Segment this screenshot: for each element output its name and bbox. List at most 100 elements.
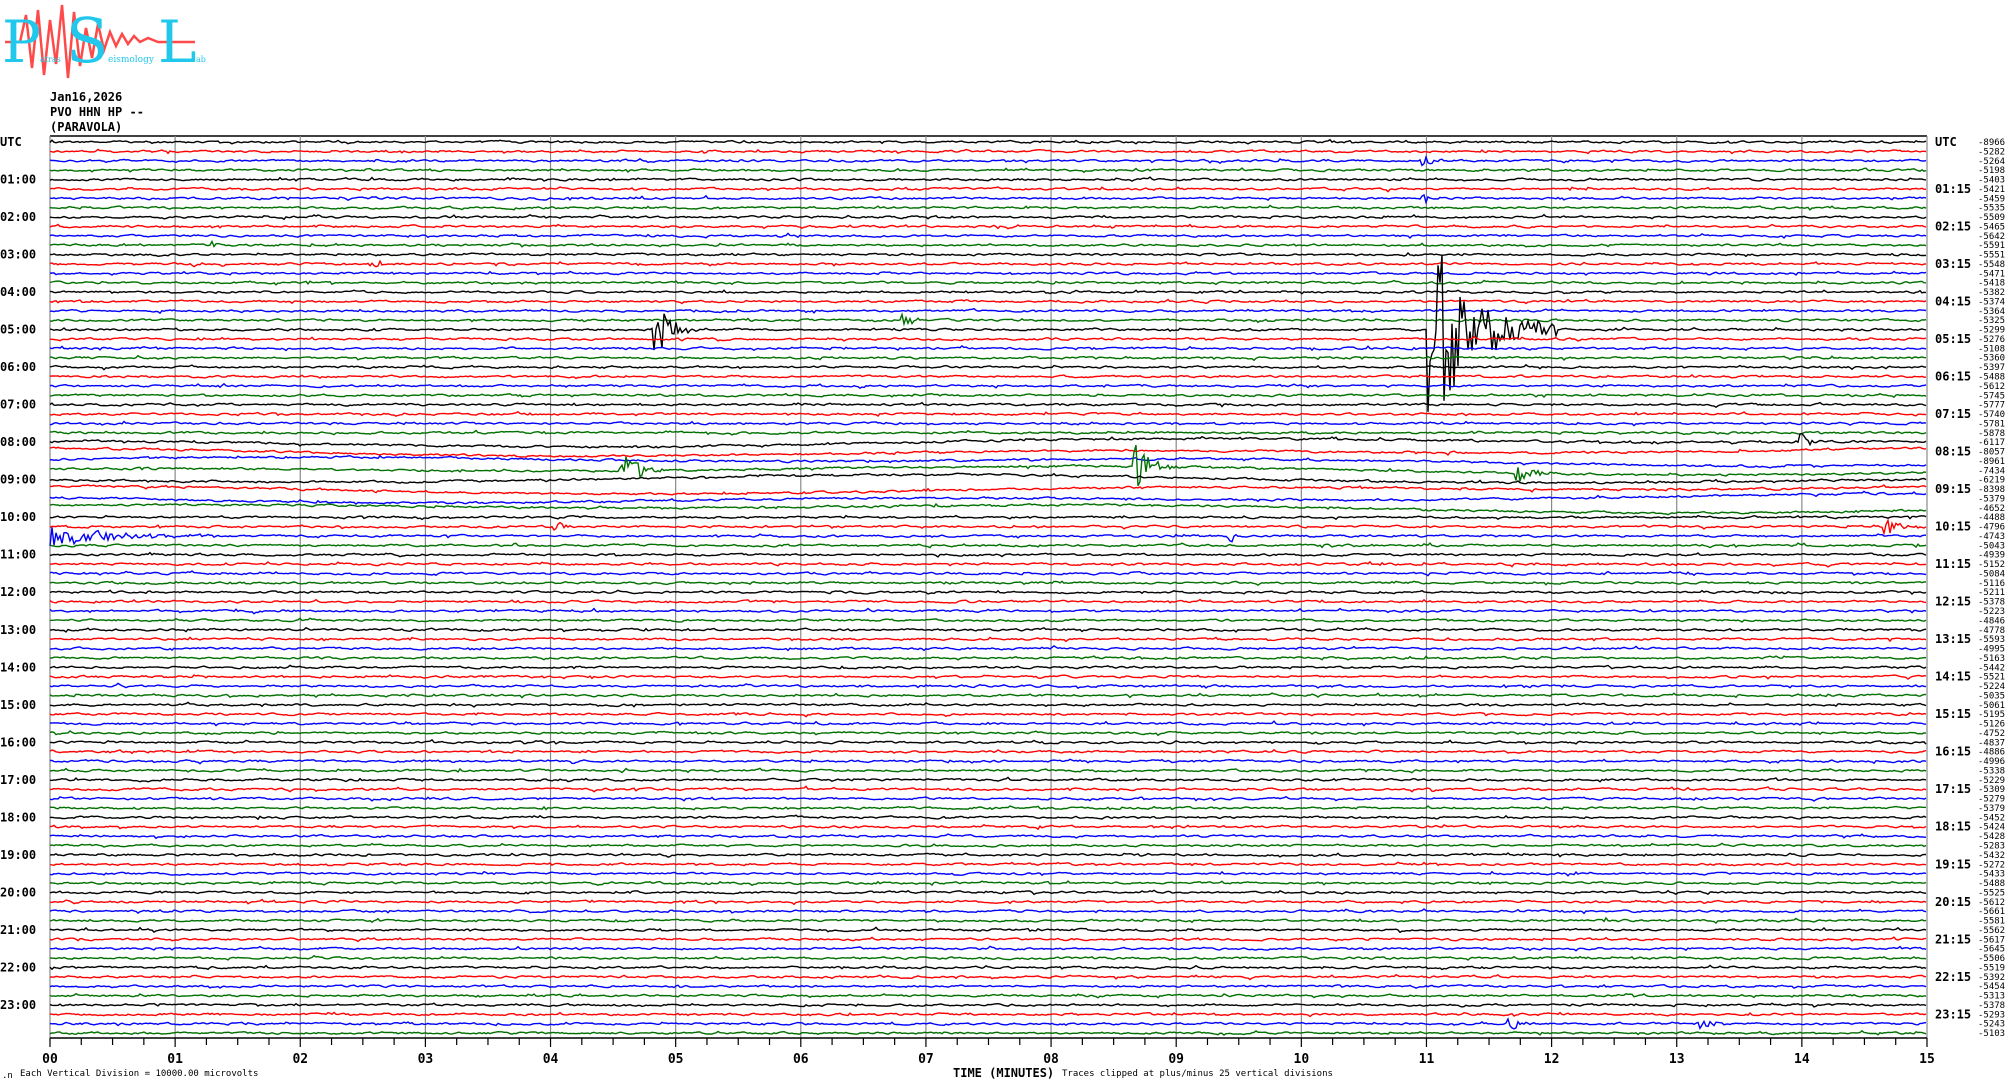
left-time-label: 19:00 [0, 848, 36, 862]
right-time-label: 14:15 [1935, 670, 1971, 684]
trace-offset-value: -8961 [1978, 457, 2005, 467]
logo-letter-l: L [158, 8, 197, 76]
trace-offset-value: -5243 [1978, 1020, 2005, 1030]
trace-offset-value: -5229 [1978, 776, 2005, 786]
trace-13 [49, 259, 1927, 268]
left-time-label: 01:00 [0, 173, 36, 187]
trace-offset-value: -5084 [1978, 569, 2005, 579]
trace-offset-value: -4995 [1978, 645, 2005, 655]
trace-58 [49, 682, 1927, 689]
trace-91 [49, 992, 1927, 999]
trace-34 [49, 454, 1927, 469]
trace-offset-value: -5152 [1978, 560, 2005, 570]
trace-86 [50, 945, 1927, 952]
right-time-label: 23:15 [1935, 1007, 1971, 1021]
trace-offset-value: -5488 [1978, 879, 2005, 889]
trace-12 [49, 251, 1927, 258]
trace-offset-value: -5645 [1978, 945, 2005, 955]
trace-offset-value: -5043 [1978, 541, 2005, 551]
trace-offset-value: -5116 [1978, 579, 2005, 589]
left-time-label: 04:00 [0, 285, 36, 299]
trace-2 [49, 154, 1927, 167]
trace-offset-value: -5471 [1978, 269, 2005, 279]
trace-63 [49, 730, 1927, 737]
trace-89 [49, 973, 1927, 981]
logo-letter-s: S [66, 4, 108, 77]
header-site: (PARAVOLA) [50, 120, 123, 134]
trace-9 [49, 223, 1927, 230]
x-tick-label: 09 [1168, 1052, 1184, 1067]
right-time-label: 21:15 [1935, 932, 1971, 946]
traces [49, 138, 1927, 1036]
footer-clip: Traces clipped at plus/minus 25 vertical… [1062, 1069, 1333, 1079]
right-time-label: 09:15 [1935, 482, 1971, 496]
trace-52 [49, 626, 1927, 633]
trace-55 [49, 655, 1927, 661]
trace-offset-value: -5061 [1978, 701, 2005, 711]
right-time-label: 01:15 [1935, 182, 1971, 196]
trace-offset-value: -5525 [1978, 888, 2005, 898]
trace-68 [49, 776, 1927, 783]
trace-19 [49, 311, 1927, 327]
right-time-label: 02:15 [1935, 219, 1971, 233]
trace-offset-value: -4652 [1978, 504, 2005, 514]
trace-38 [49, 490, 1927, 506]
x-tick-label: 06 [793, 1052, 809, 1067]
left-time-label: UTC [0, 135, 22, 149]
x-axis-label: TIME (MINUTES) [953, 1066, 1054, 1080]
trace-77 [49, 861, 1927, 867]
trace-60 [49, 701, 1927, 708]
left-time-label: 16:00 [0, 735, 36, 749]
trace-70 [49, 795, 1927, 802]
trace-39 [49, 502, 1927, 516]
trace-48 [49, 589, 1927, 595]
trace-0 [49, 138, 1927, 145]
trace-offset-value: -5325 [1978, 316, 2005, 326]
right-time-label: 07:15 [1935, 407, 1971, 421]
trace-offset-value: -5617 [1978, 935, 2005, 945]
right-time-label: 08:15 [1935, 445, 1971, 459]
trace-offset-value: -5283 [1978, 842, 2005, 852]
x-tick-label: 07 [918, 1052, 934, 1067]
trace-72 [49, 814, 1927, 821]
trace-offset-value: -5740 [1978, 410, 2005, 420]
left-time-label: 09:00 [0, 473, 36, 487]
trace-85 [49, 936, 1927, 943]
trace-offset-value: -5299 [1978, 326, 2005, 336]
minute-gridlines [49, 135, 1928, 1038]
trace-offset-value: -5379 [1978, 494, 2005, 504]
trace-29 [49, 410, 1927, 417]
trace-78 [49, 870, 1927, 877]
trace-offset-value: -4488 [1978, 513, 2005, 523]
trace-offset-value: -5424 [1978, 823, 2005, 833]
trace-offset-value: -5745 [1978, 391, 2005, 401]
trace-80 [49, 889, 1927, 896]
trace-offset-value: -5612 [1978, 382, 2005, 392]
header-station: PVO HHN HP -- [50, 105, 144, 119]
right-time-label: UTC [1935, 135, 1957, 149]
trace-17 [49, 298, 1927, 305]
logo-letter-p: P [2, 8, 41, 76]
left-time-label: 11:00 [0, 548, 36, 562]
trace-offset-value: -5282 [1978, 147, 2005, 157]
x-tick-label: 02 [292, 1052, 308, 1067]
left-time-label: 02:00 [0, 210, 36, 224]
trace-offset-value: -5379 [1978, 804, 2005, 814]
trace-offset-value: -5509 [1978, 213, 2005, 223]
trace-33 [49, 446, 1927, 458]
trace-11 [49, 239, 1927, 248]
trace-offset-value: -5878 [1978, 429, 2005, 439]
trace-87 [49, 954, 1927, 961]
trace-offset-value: -5397 [1978, 363, 2005, 373]
trace-81 [49, 898, 1927, 906]
trace-offset-value: -5642 [1978, 232, 2005, 242]
trace-37 [50, 484, 1927, 496]
trace-offset-value: -5535 [1978, 204, 2005, 214]
footer-corner: .n [2, 1071, 13, 1080]
trace-offset-value: -4846 [1978, 616, 2005, 626]
left-time-label: 22:00 [0, 960, 36, 974]
trace-offset-value: -8966 [1978, 138, 2005, 148]
trace-offset-value: -5364 [1978, 307, 2005, 317]
x-tick-label: 15 [1919, 1052, 1935, 1067]
left-time-label: 23:00 [0, 998, 36, 1012]
